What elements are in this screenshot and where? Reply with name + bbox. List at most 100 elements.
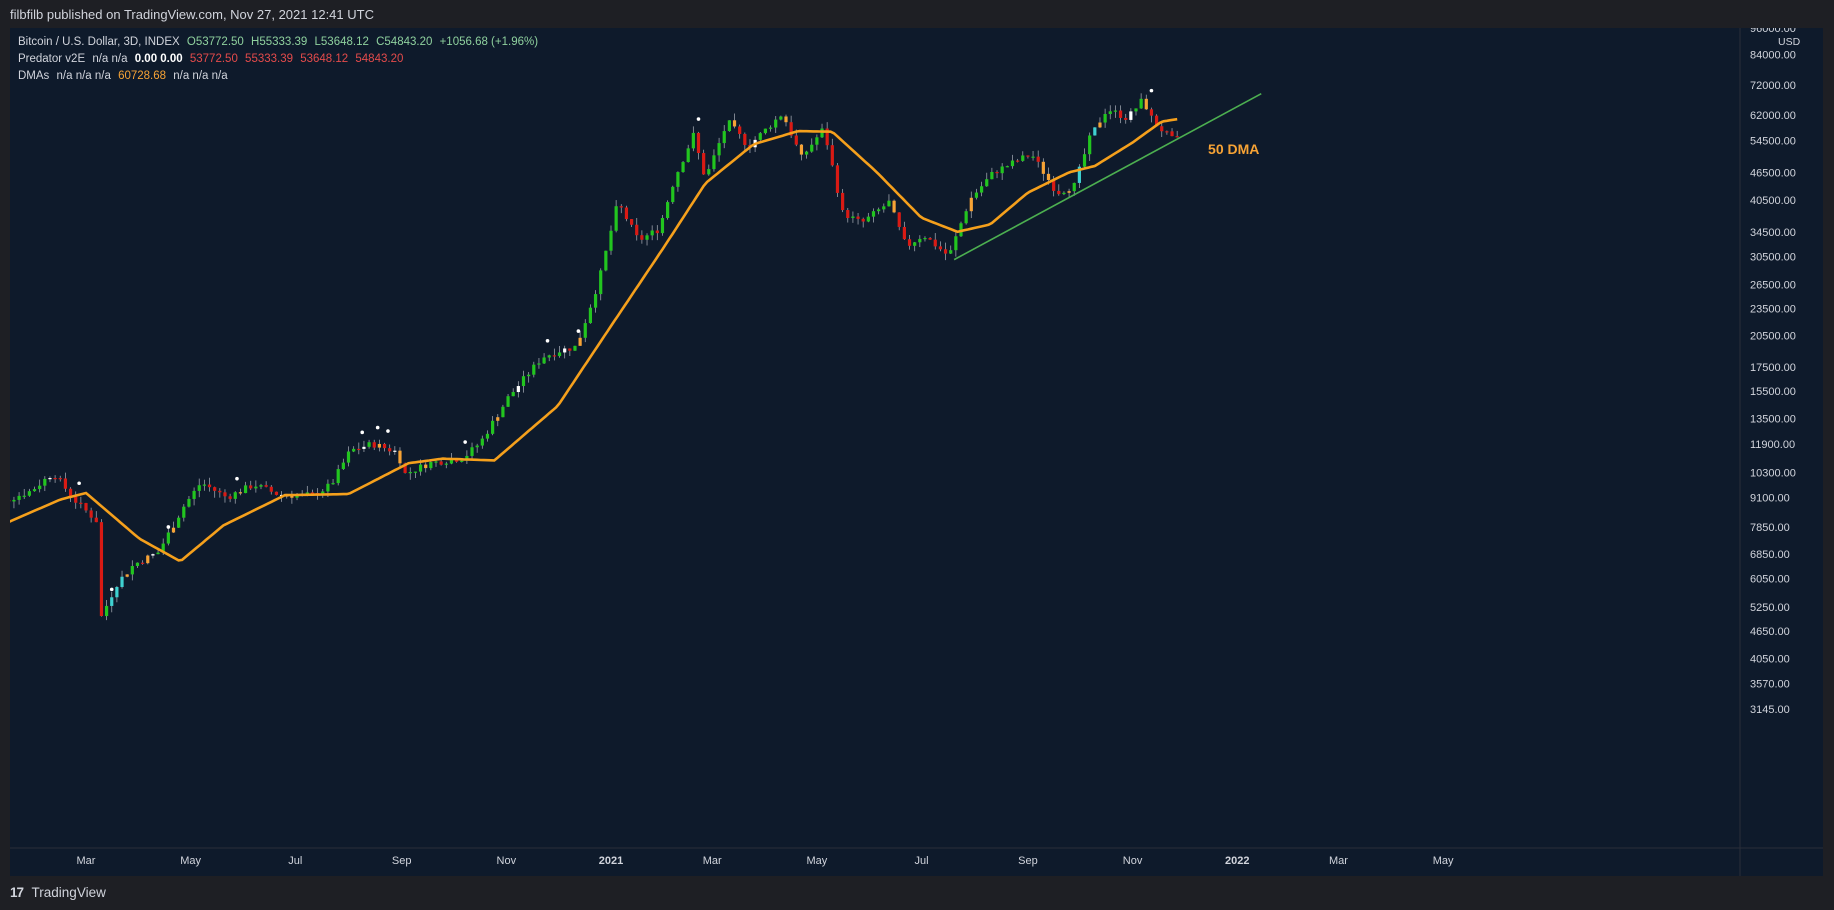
candle-body [1093,127,1097,136]
change-value: +1056.68 (+1.96%) [439,36,539,48]
time-tick-label: Mar [703,855,722,867]
candle-body [125,574,129,577]
predator-na: n/a n/a [92,53,128,65]
candle-body [310,492,315,494]
candle-body [223,492,227,497]
candle-body [58,478,62,480]
signal-dot [1149,88,1154,93]
candle-body [938,246,943,250]
candle-body [120,576,124,587]
time-tick-label: Mar [1329,855,1348,867]
candle-body [774,119,778,128]
price-tick-label: 6850.00 [1750,549,1790,561]
candle-body [249,485,253,489]
signal-dot [696,117,701,121]
candle-body [830,145,834,166]
candle-body [393,450,397,452]
candle-body [763,128,768,134]
candle-body [810,144,814,152]
candle-body [68,488,73,497]
legend-dma-row: DMAs n/a n/a n/a 60728.68 n/a n/a n/a [18,68,542,85]
candlestick-chart[interactable]: 50 DMA 96000.00 84000.00 72000.00 62000.00 5… [10,28,1823,876]
candle-body [84,503,88,511]
candle-body [861,218,865,222]
candle-body [1118,110,1123,118]
candle-body [110,597,114,606]
candle-body [1005,166,1009,168]
candle-body [768,127,773,129]
candle-body [254,486,258,489]
price-tick-label: 17500.00 [1750,362,1796,374]
candle-body [511,392,515,397]
candle-body [799,144,804,155]
legend: Bitcoin / U.S. Dollar, 3D, INDEX O53772.… [18,34,542,85]
candle-body [650,230,654,236]
dma-na: n/a n/a n/a [56,70,111,82]
candle-body [17,495,21,500]
candle-body [1046,173,1051,180]
candle-body [758,133,762,140]
symbol-name: Bitcoin / U.S. Dollar, 3D, INDEX [18,36,180,48]
dma-value: 60728.68 [118,70,167,82]
candle-body [655,230,659,234]
candle-body [521,376,526,387]
candle-body [238,492,243,494]
predator-val: 53648.12 [300,53,349,65]
price-tick-label: 84000.00 [1750,49,1796,61]
candle-body [177,517,181,528]
time-tick-label: Nov [1123,855,1143,867]
candle-body [331,483,335,485]
candle-body [588,307,593,324]
candle-body [552,355,556,357]
price-tick-label: 26500.00 [1750,279,1796,291]
candle-body [635,224,639,236]
chart-area[interactable]: 50 DMA 96000.00 84000.00 72000.00 62000.00 5… [10,28,1823,876]
candle-body [182,506,186,518]
candle-body [907,239,912,246]
candle-body [1139,98,1143,109]
candle-body [671,186,675,203]
time-tick-label: Sep [392,855,412,867]
candle-body [537,363,541,365]
candle-body [738,126,742,134]
candle-body [367,442,371,447]
candle-body [877,209,881,212]
candle-body [666,202,670,219]
time-tick-label: Sep [1018,855,1038,867]
signal-dot [386,429,390,433]
candle-body [233,492,237,499]
candle-body [1103,114,1107,123]
signal-dot [360,430,365,435]
candle-body [197,485,201,491]
candle-body [228,496,232,499]
candle-body [418,464,423,472]
candle-body [1082,154,1087,167]
signal-dot [576,329,581,333]
time-tick-label: 2021 [599,855,623,867]
candle-body [696,132,701,154]
candle-body [516,386,520,393]
dma-na: n/a n/a n/a [173,70,228,82]
time-tick-label: May [806,855,827,867]
candle-body [1149,109,1154,116]
dma-annotation: 50 DMA [1208,141,1259,157]
low-value: L53648.12 [314,36,369,48]
candle-body [1067,191,1071,193]
candle-body [99,522,104,617]
candle-body [743,133,747,145]
price-tick-label: 9100.00 [1750,492,1790,504]
tradingview-brand[interactable]: 17 TradingView [10,885,106,900]
predator-val: 55333.39 [245,53,294,65]
candle-body [341,462,345,470]
time-tick-label: Jul [915,855,929,867]
candle-body [583,323,587,338]
currency-label: USD [1778,36,1801,48]
candle-body [424,464,428,469]
candle-body [547,355,551,358]
candle-body [413,471,418,473]
candle-body [141,562,145,564]
candle-body [614,206,618,231]
candle-body [1129,111,1133,120]
candle-body [295,494,299,498]
candle-body [573,345,577,351]
